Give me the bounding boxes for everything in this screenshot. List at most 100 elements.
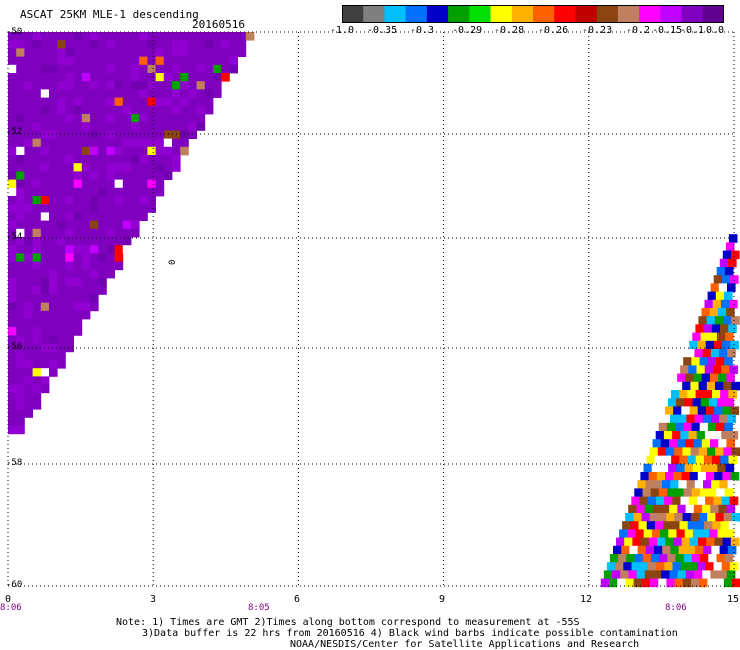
map-canvas[interactable]: 0 (0, 28, 740, 598)
swath-cell (16, 360, 25, 369)
swath-cell (16, 146, 25, 156)
swath-cell (147, 89, 156, 98)
swath-cell (8, 97, 17, 107)
swath-cell (57, 56, 66, 66)
swath-cell (131, 228, 140, 238)
colorbar-label: -0.3 (410, 25, 435, 36)
swath-cell (65, 97, 74, 107)
swath-cell (8, 425, 17, 435)
swath-cell (24, 253, 33, 262)
swath-cell (634, 554, 644, 563)
swath-cell (40, 32, 50, 41)
swath-cell (229, 56, 238, 66)
swath-cell (626, 554, 635, 563)
swath-cell (716, 332, 726, 342)
swath-cell (98, 138, 107, 148)
swath-cell (708, 554, 717, 563)
swath-cell (683, 422, 692, 432)
swath-cell (698, 316, 707, 325)
swath-cell (139, 138, 148, 148)
swath-cell (32, 64, 42, 74)
swath-cell (722, 340, 731, 350)
swath-cell (57, 294, 66, 303)
swath-cell (139, 56, 148, 66)
swath-cell (8, 319, 17, 328)
swath-cell (172, 114, 181, 123)
swath-cell (73, 155, 83, 164)
swath-cell (196, 114, 206, 123)
swath-cell (188, 130, 197, 139)
swath-cell (221, 32, 230, 41)
swath-cell (707, 422, 717, 432)
map-plot[interactable]: 0 (0, 28, 740, 598)
swath-cell (57, 163, 66, 172)
swath-cell (106, 245, 115, 254)
swath-cell (724, 488, 734, 497)
swath-cell (163, 40, 173, 49)
swath-cell (106, 228, 115, 238)
swath-cell (155, 179, 165, 189)
swath-cell (16, 187, 25, 197)
swath-cell (57, 253, 66, 262)
swath-cell (32, 286, 42, 295)
swath-cell (674, 381, 683, 391)
colorbar-swatch (363, 5, 385, 23)
swath-cell (713, 275, 723, 284)
swath-cell (65, 114, 74, 123)
swath-cell (188, 97, 197, 107)
x-tick-label: 3 (150, 594, 157, 605)
swath-cell (32, 212, 42, 221)
swath-cell (724, 267, 734, 276)
swath-cell (32, 245, 42, 254)
swath-cell (687, 455, 697, 465)
swath-cell (98, 56, 107, 66)
swath-cell (81, 105, 91, 115)
swath-cell (712, 455, 721, 465)
swath-cell (163, 89, 173, 98)
swath-cell (8, 220, 17, 230)
swath-cell (719, 545, 729, 555)
swath-cell (81, 179, 91, 189)
swath-cell (131, 212, 140, 221)
swath-cell (49, 212, 58, 221)
swath-cell (147, 48, 156, 57)
swath-cell (57, 196, 66, 205)
swath-cell (114, 73, 124, 82)
swath-cell (720, 324, 729, 333)
swath-cell (666, 447, 675, 456)
swath-cell (32, 122, 42, 131)
swath-cell (81, 40, 91, 49)
swath-cell (24, 319, 33, 328)
swath-cell (163, 163, 173, 172)
swath-cell (663, 431, 673, 440)
swath-cell (49, 360, 58, 369)
swath-cell (693, 439, 703, 448)
swath-cell (65, 32, 74, 41)
swath-cell (122, 204, 132, 213)
swath-cell (122, 212, 132, 221)
swath-cell (90, 146, 99, 156)
swath-cell (188, 40, 197, 49)
swath-cell (131, 64, 140, 74)
swath-cell (204, 97, 214, 107)
swath-cell (81, 122, 91, 131)
swath-cell (57, 48, 66, 57)
swath-cell (8, 196, 17, 205)
swath-cell (139, 32, 148, 41)
swath-cell (710, 570, 719, 579)
swath-cell (719, 414, 728, 424)
swath-cell (8, 245, 17, 254)
swath-cell (686, 545, 696, 555)
swath-cell (49, 286, 58, 295)
swath-cell (663, 521, 672, 530)
swath-cell (98, 81, 107, 90)
swath-cell (114, 146, 124, 156)
swath-cell (609, 578, 618, 588)
swath-cell (697, 562, 706, 571)
swath-cell (8, 48, 17, 57)
swath-cell (106, 253, 115, 262)
swath-cell (16, 368, 25, 377)
swath-cell (641, 578, 651, 588)
swath-cell (81, 196, 91, 205)
swath-cell (32, 376, 42, 385)
